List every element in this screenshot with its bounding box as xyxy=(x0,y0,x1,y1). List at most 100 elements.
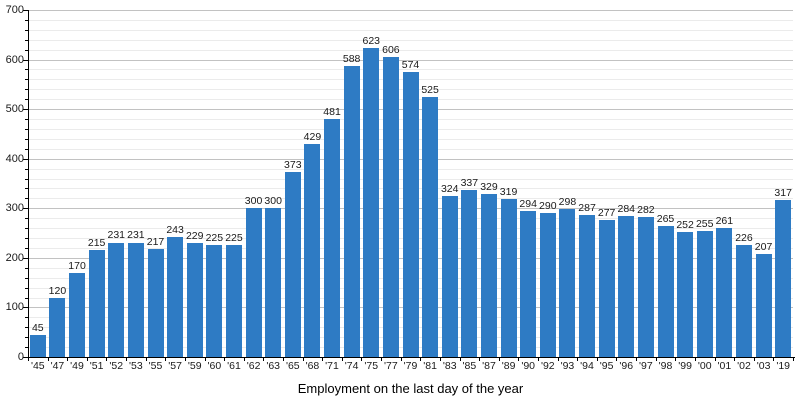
y-minor-tick xyxy=(25,39,28,41)
x-category-label: '85 xyxy=(462,360,477,372)
bar xyxy=(735,244,752,357)
y-major-tick xyxy=(23,307,28,309)
y-minor-tick xyxy=(25,247,28,249)
y-major-tick xyxy=(23,59,28,61)
x-tick xyxy=(381,358,383,361)
bar xyxy=(422,96,439,357)
y-major-tick xyxy=(23,158,28,160)
bar-value-label: 429 xyxy=(303,131,322,144)
x-category-label: '68 xyxy=(305,360,320,372)
y-minor-tick xyxy=(25,89,28,91)
x-tick xyxy=(341,358,343,361)
x-tick xyxy=(773,358,775,361)
bar xyxy=(382,56,399,357)
bar-value-label: 290 xyxy=(539,200,557,213)
bar xyxy=(265,208,282,357)
bar-value-label: 606 xyxy=(382,43,400,56)
bar-value-label: 319 xyxy=(499,185,518,198)
major-gridline xyxy=(28,10,793,11)
bar-value-label: 120 xyxy=(48,284,67,297)
bar xyxy=(167,236,184,357)
bar-value-label: 287 xyxy=(578,201,596,214)
bar-value-label: 284 xyxy=(617,203,636,216)
bar-value-label: 45 xyxy=(31,321,44,334)
bar xyxy=(677,232,694,357)
bar xyxy=(520,211,537,357)
x-category-label: '94 xyxy=(580,360,594,372)
x-category-label: '57 xyxy=(168,360,182,372)
x-category-label: '75 xyxy=(364,360,379,372)
bar xyxy=(500,198,517,357)
x-tick xyxy=(596,358,598,361)
x-tick xyxy=(655,358,657,361)
bar xyxy=(206,245,223,357)
x-tick xyxy=(479,358,481,361)
x-tick xyxy=(694,358,696,361)
x-tick xyxy=(165,358,167,361)
y-minor-tick xyxy=(25,228,28,230)
bar xyxy=(88,250,105,357)
bar xyxy=(147,249,164,357)
bar xyxy=(775,199,792,357)
x-tick xyxy=(243,358,245,361)
bar-value-label: 225 xyxy=(225,232,243,245)
x-category-label: '92 xyxy=(540,360,555,372)
x-tick xyxy=(67,358,69,361)
bar-value-label: 277 xyxy=(597,206,616,219)
x-category-label: '61 xyxy=(227,360,241,372)
bar-value-label: 261 xyxy=(715,214,734,227)
y-minor-tick xyxy=(25,198,28,200)
x-category-label: '90 xyxy=(521,360,536,372)
x-category-label: '98 xyxy=(658,360,673,372)
bar-value-label: 300 xyxy=(244,195,263,208)
bar xyxy=(637,217,654,357)
y-minor-tick xyxy=(25,188,28,190)
x-category-label: '01 xyxy=(717,360,732,372)
y-major-tick xyxy=(23,109,28,111)
minor-gridline xyxy=(28,69,793,71)
bar-value-label: 298 xyxy=(558,196,577,209)
x-tick xyxy=(126,358,128,361)
x-tick xyxy=(86,358,88,361)
x-category-label: '97 xyxy=(639,360,653,372)
bar-value-label: 231 xyxy=(127,229,145,242)
x-category-label: '59 xyxy=(187,360,202,372)
bar xyxy=(402,72,419,357)
bar xyxy=(618,216,635,357)
y-minor-tick xyxy=(25,148,28,150)
x-category-label: '00 xyxy=(697,360,712,372)
y-minor-tick xyxy=(25,218,28,220)
bar xyxy=(696,230,713,357)
bar-value-label: 255 xyxy=(695,217,714,230)
x-tick xyxy=(145,358,147,361)
x-category-label: '95 xyxy=(599,360,614,372)
bar xyxy=(579,214,596,357)
x-category-label: '71 xyxy=(325,360,339,372)
x-category-label: '77 xyxy=(384,360,398,372)
x-category-label: '89 xyxy=(501,360,516,372)
bar xyxy=(284,172,301,357)
bar xyxy=(539,213,556,357)
x-tick xyxy=(616,358,618,361)
bar-value-label: 207 xyxy=(754,241,773,254)
bar xyxy=(559,209,576,357)
x-category-label: '47 xyxy=(50,360,65,372)
x-axis-title: Employment on the last day of the year xyxy=(297,381,524,396)
x-category-label: '65 xyxy=(285,360,300,372)
x-tick xyxy=(263,358,265,361)
y-minor-tick xyxy=(25,29,28,31)
bar xyxy=(225,245,242,357)
y-tick-label: 400 xyxy=(5,152,24,165)
bar-value-label: 588 xyxy=(342,52,361,65)
bar xyxy=(304,144,321,357)
x-tick xyxy=(714,358,716,361)
minor-gridline xyxy=(28,19,793,21)
bar-value-label: 265 xyxy=(656,212,675,225)
x-category-label: '53 xyxy=(129,360,143,372)
x-category-label: '19 xyxy=(776,360,791,372)
y-tick-label: 300 xyxy=(5,202,24,215)
bar xyxy=(324,118,341,357)
x-tick xyxy=(204,358,206,361)
x-category-label: '55 xyxy=(148,360,163,372)
